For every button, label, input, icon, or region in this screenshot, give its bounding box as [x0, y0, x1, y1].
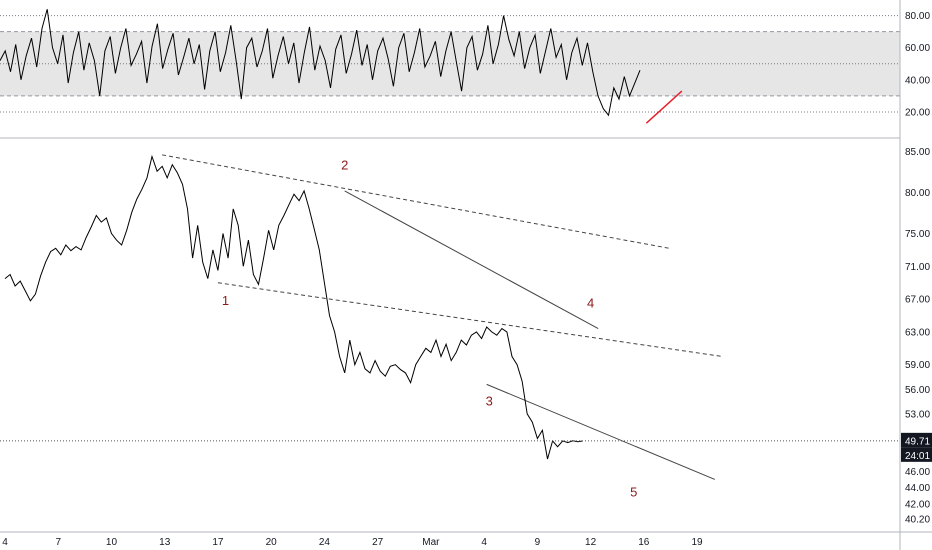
price-tick-label: 59.00 [905, 360, 930, 371]
price-tick-label: 53.00 [905, 409, 930, 420]
time-tick-label: 24 [319, 537, 331, 548]
time-tick-label: 16 [638, 537, 650, 548]
price-panel: 1 2 3 4 5 [0, 154, 900, 500]
wave-label-3: 3 [486, 394, 493, 409]
price-line [4, 154, 584, 460]
time-tick-label: 4 [2, 537, 8, 548]
time-tick-label: 12 [585, 537, 597, 548]
wave-labels: 1 2 3 4 5 [222, 158, 637, 500]
time-tick-label: 10 [106, 537, 118, 548]
oscillator-line [0, 9, 641, 117]
time-tick-label: 4 [481, 537, 487, 548]
price-trend-line [486, 383, 715, 480]
oscillator-tick-label: 40.00 [905, 75, 930, 86]
countdown-value: 24:01 [905, 451, 930, 462]
price-tick-label: 42.00 [905, 500, 930, 511]
time-tick-label: Mar [422, 537, 440, 548]
oscillator-tick-label: 20.00 [905, 107, 930, 118]
oscillator-panel [0, 9, 900, 124]
price-tick-label: 46.00 [905, 467, 930, 478]
time-tick-label: 20 [266, 537, 278, 548]
price-trend-line [162, 154, 670, 249]
time-tick-label: 9 [535, 537, 541, 548]
wave-label-4: 4 [587, 295, 594, 310]
price-tick-label: 56.00 [905, 385, 930, 396]
price-tick-label: 85.00 [905, 147, 930, 158]
last-price-box [901, 432, 932, 448]
wave-label-2: 2 [341, 158, 348, 173]
price-tick-label: 80.00 [905, 188, 930, 199]
last-price-badge: 49.71 24:01 [901, 432, 932, 462]
price-tick-label: 63.00 [905, 327, 930, 338]
time-tick-label: 17 [212, 537, 224, 548]
time-tick-label: 7 [55, 537, 61, 548]
price-trend-line [217, 282, 723, 357]
price-tick-label: 67.00 [905, 295, 930, 306]
time-tick-label: 13 [159, 537, 171, 548]
time-axis[interactable]: 4 7 10 13 17 20 24 27 Mar 4 9 12 16 19 [2, 537, 703, 548]
price-tick-label: 44.00 [905, 483, 930, 494]
price-trend-lines [162, 154, 723, 480]
oscillator-tick-label: 80.00 [905, 11, 930, 22]
wave-label-1: 1 [222, 293, 229, 308]
time-tick-label: 19 [691, 537, 703, 548]
time-tick-label: 27 [372, 537, 384, 548]
oscillator-tick-label: 60.00 [905, 43, 930, 54]
oscillator-gridlines [0, 15, 900, 113]
price-tick-label: 40.20 [905, 514, 930, 525]
oscillator-trend-line [645, 90, 683, 124]
wave-label-5: 5 [630, 485, 637, 500]
price-tick-label: 71.00 [905, 262, 930, 273]
last-price-value: 49.71 [905, 436, 930, 447]
countdown-box [901, 447, 932, 462]
price-trend-line [344, 190, 599, 330]
price-tick-label: 75.00 [905, 229, 930, 240]
